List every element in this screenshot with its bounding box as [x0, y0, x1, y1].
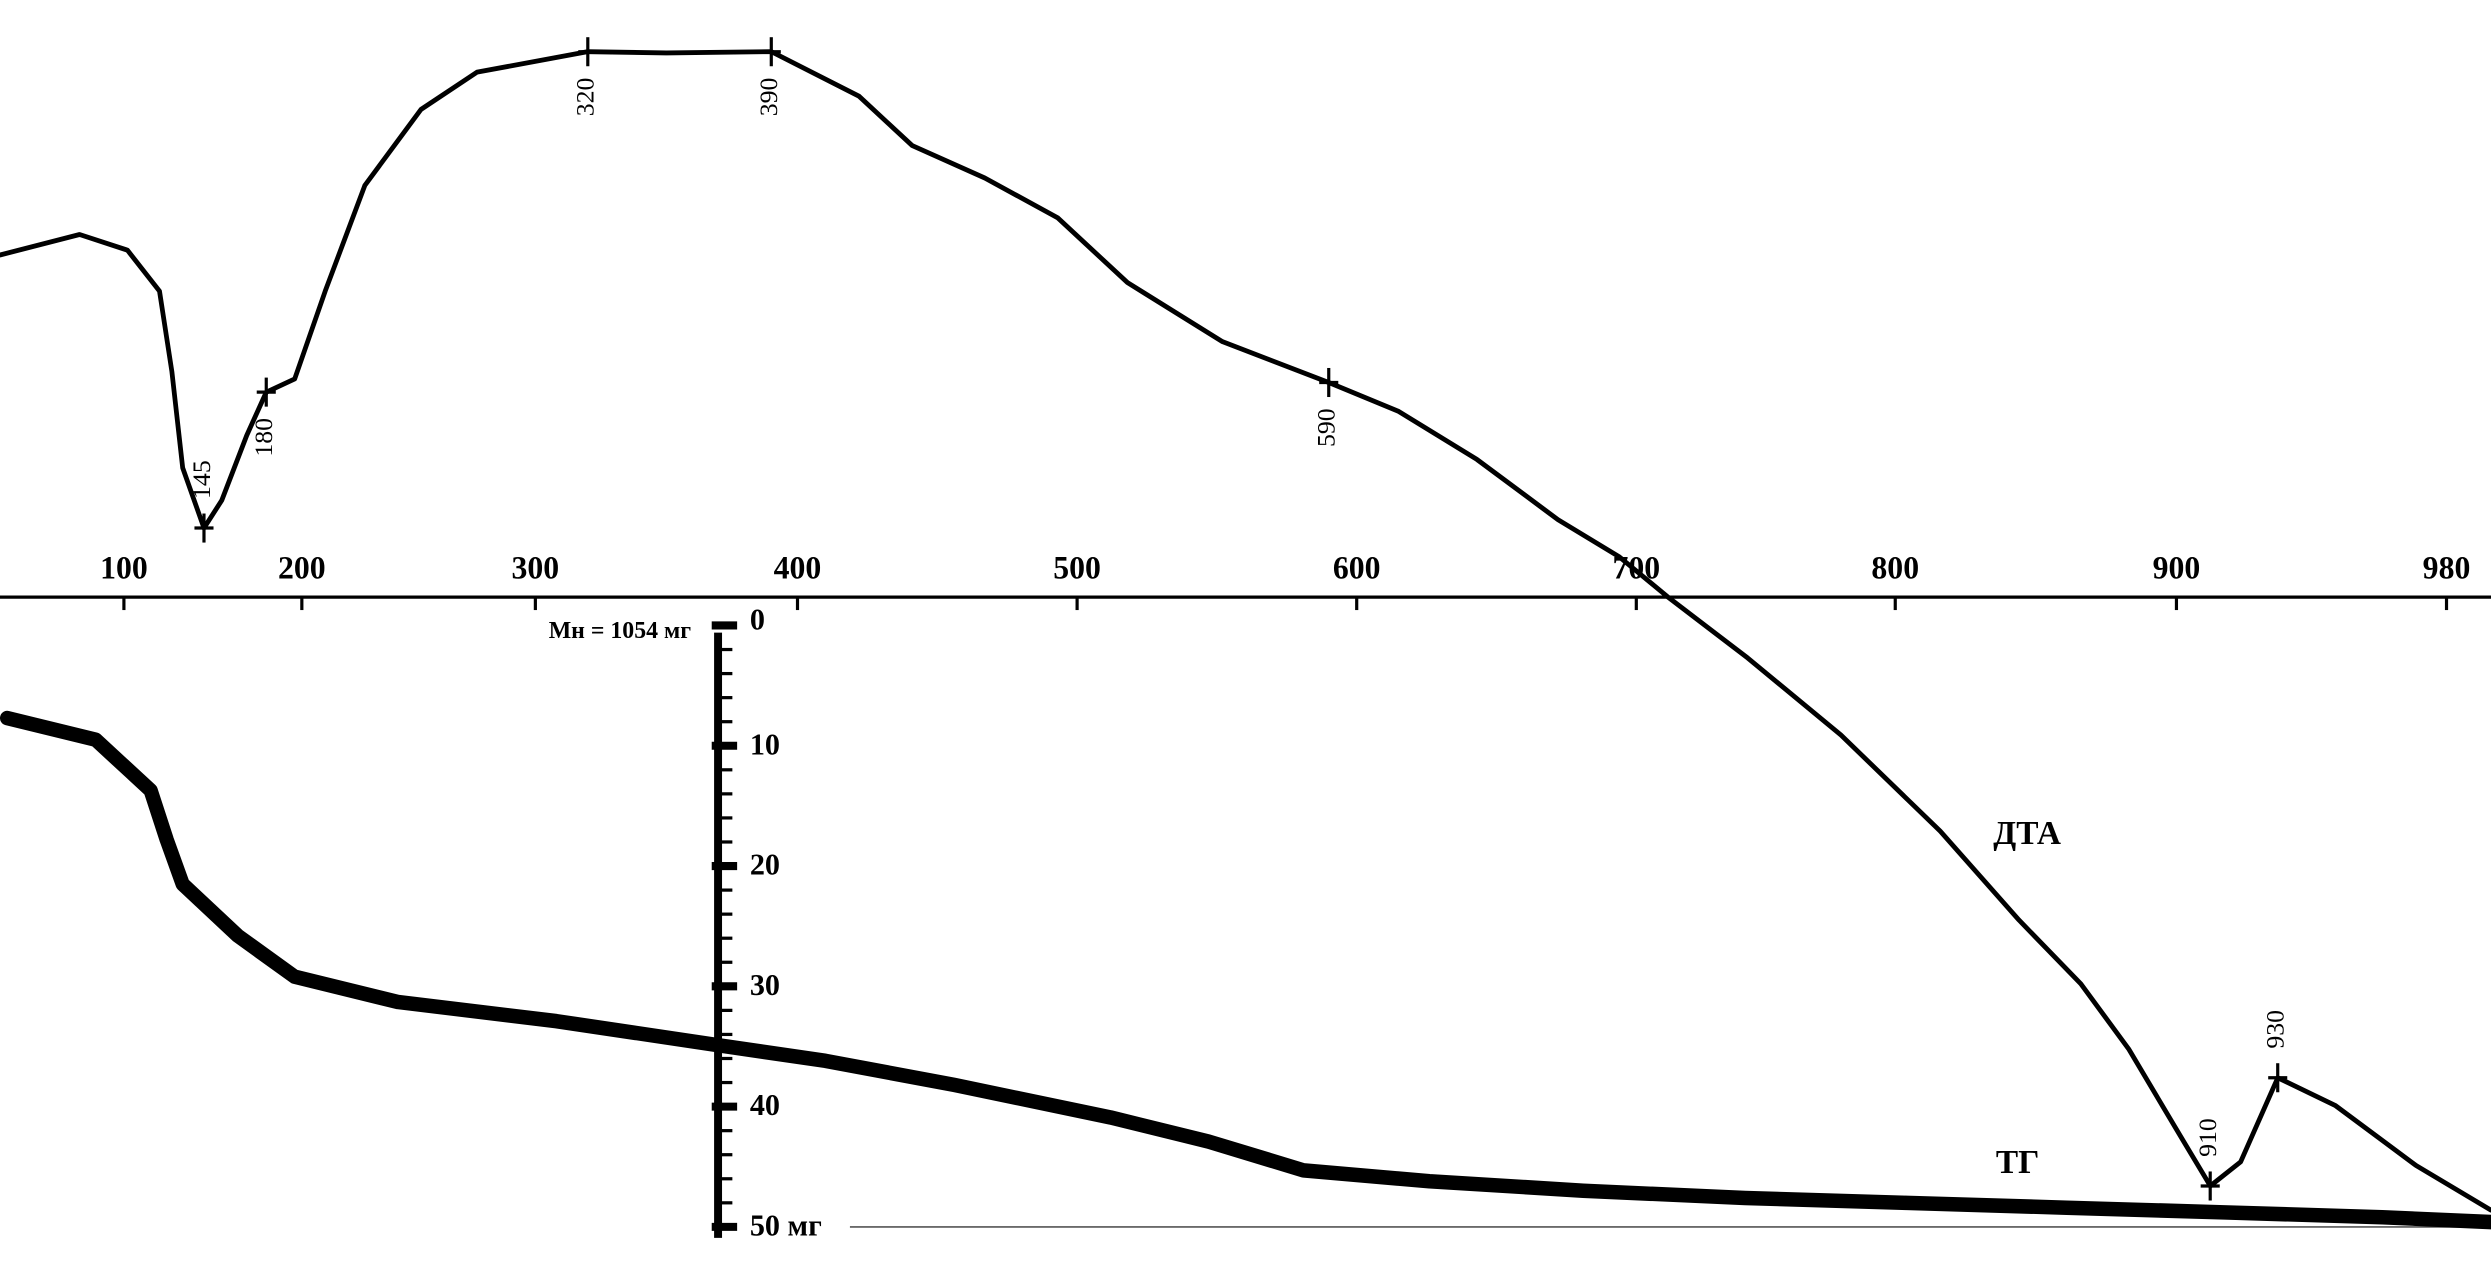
x-tick-label: 980: [2423, 550, 2471, 586]
mass-label: Мн = 1054 мг: [549, 618, 691, 644]
y-tick-label: 20: [750, 847, 780, 881]
x-tick-label: 100: [100, 550, 148, 586]
point-label: 320: [571, 78, 600, 117]
x-tick-label: 500: [1053, 550, 1101, 586]
point-label: 390: [754, 78, 783, 117]
x-tick-label: 900: [2153, 550, 2201, 586]
series-label: ДТА: [1993, 815, 2061, 852]
point-label: 180: [249, 418, 278, 457]
y-tick-label: 50 мг: [750, 1208, 822, 1242]
point-label: 910: [2193, 1118, 2222, 1157]
point-label: 930: [2261, 1010, 2290, 1049]
point-label: 590: [1312, 408, 1341, 447]
point-label: 145: [187, 460, 216, 499]
x-tick-label: 800: [1871, 550, 1919, 586]
y-tick-label: 40: [750, 1088, 780, 1122]
series-label: ТГ: [1996, 1144, 2039, 1181]
x-tick-label: 200: [278, 550, 326, 586]
x-tick-label: 600: [1333, 550, 1381, 586]
x-tick-label: 400: [774, 550, 822, 586]
y-tick-label: 0: [750, 602, 765, 636]
y-tick-label: 10: [750, 727, 780, 761]
series-line: [0, 49, 2491, 1213]
series-line: [0, 710, 2491, 1230]
y-tick-label: 30: [750, 968, 780, 1002]
x-tick-label: 300: [512, 550, 560, 586]
